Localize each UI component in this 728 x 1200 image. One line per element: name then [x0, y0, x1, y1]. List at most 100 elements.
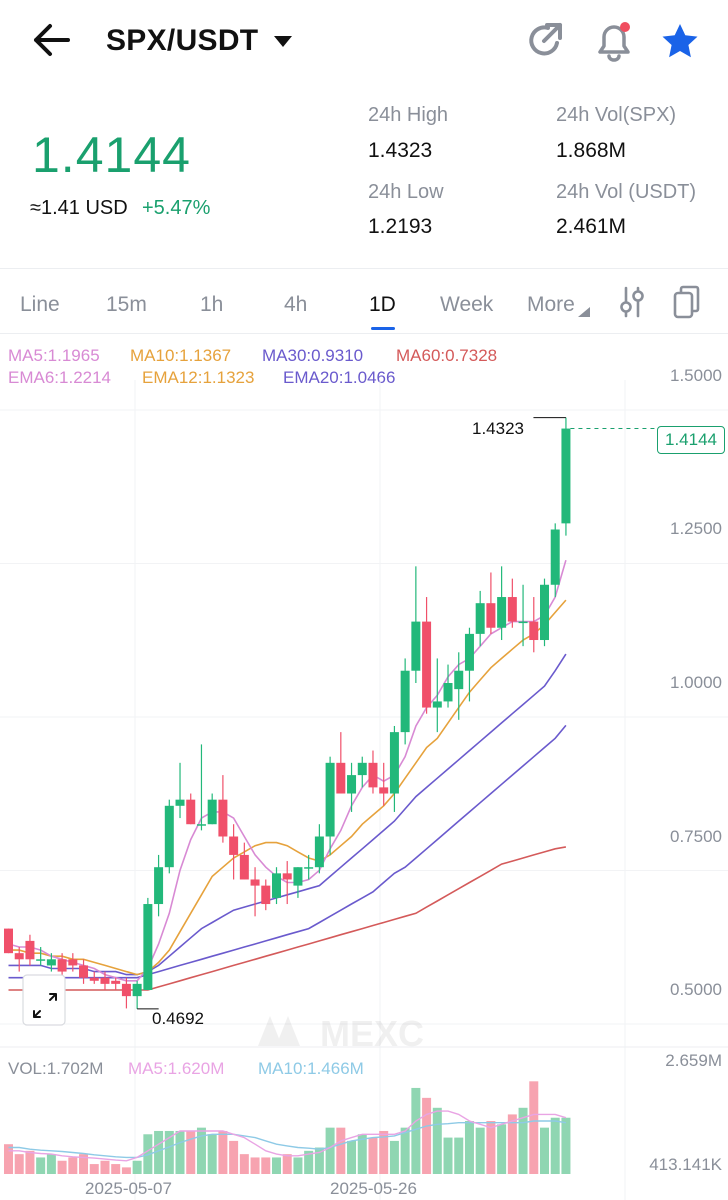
tab-15m[interactable]: 15m: [106, 293, 147, 316]
volume-bar: [443, 1137, 453, 1174]
candle: [475, 590, 485, 647]
candle: [218, 775, 228, 843]
candle-body: [175, 799, 185, 806]
candle-body: [379, 787, 389, 794]
candle: [497, 566, 507, 641]
stat-label-24h-low: 24h Low: [368, 181, 444, 203]
bell-icon[interactable]: [592, 18, 636, 62]
low-marker: 0.4692: [152, 1009, 204, 1028]
volume-bar: [261, 1157, 271, 1174]
volume-bar: [79, 1154, 89, 1174]
candle-body: [357, 762, 367, 776]
candle: [261, 879, 271, 911]
candle: [89, 971, 99, 984]
volume-bar: [379, 1130, 389, 1174]
candle-body: [507, 597, 517, 622]
candle-body: [486, 603, 496, 628]
candle-body: [325, 762, 335, 837]
candle: [379, 762, 389, 806]
last-price: 1.4144: [32, 127, 191, 183]
candle: [411, 566, 421, 683]
chevron-down-icon[interactable]: [274, 36, 292, 47]
candle: [282, 861, 292, 905]
volume-bar: [282, 1154, 292, 1174]
legend-ma30: MA30:0.9310: [262, 346, 364, 365]
volume-bar: [347, 1140, 357, 1174]
volume-bar: [464, 1121, 474, 1174]
legend-ema6: EMA6:1.2214: [8, 368, 112, 387]
tab-line[interactable]: Line: [20, 293, 60, 316]
watermark: MEXC: [258, 1013, 424, 1054]
candle-body: [497, 597, 507, 628]
tab-more[interactable]: More: [527, 293, 575, 316]
price-tick-4: 0.7500: [670, 827, 722, 846]
candle-body: [443, 683, 453, 702]
candle-body: [250, 879, 260, 886]
volume-bar: [486, 1121, 496, 1174]
volume-bar: [314, 1147, 324, 1174]
candle: [68, 953, 78, 972]
volume-bar: [25, 1150, 35, 1174]
copy-icon[interactable]: [672, 285, 702, 321]
candle: [100, 971, 110, 990]
candle-body: [454, 670, 464, 690]
volume-bar: [336, 1127, 346, 1174]
pair-title[interactable]: SPX/USDT: [106, 24, 259, 57]
active-tab-indicator: [371, 327, 395, 330]
volume-bar: [561, 1117, 571, 1174]
candle-body: [422, 621, 432, 708]
candle-body: [36, 959, 46, 961]
candle: [368, 750, 378, 794]
vol-axis-bottom: 413.141K: [649, 1155, 722, 1174]
price-chart[interactable]: MEXC: [0, 340, 728, 1200]
caret-down-icon[interactable]: [578, 307, 590, 317]
candle: [4, 928, 13, 954]
share-icon[interactable]: [524, 20, 566, 62]
interval-tabs: Line 15m 1h 4h 1D Week More: [0, 268, 728, 334]
volume-bar: [164, 1130, 174, 1174]
stat-value-24h-vol-spx: 1.868M: [556, 139, 627, 162]
candle-body: [229, 836, 239, 855]
candle-body: [68, 959, 78, 966]
candle: [164, 799, 174, 874]
tab-week[interactable]: Week: [440, 293, 494, 316]
candle-body: [186, 799, 196, 825]
volume-bar: [357, 1134, 367, 1174]
tab-1d[interactable]: 1D: [369, 293, 396, 316]
candle-body: [239, 854, 249, 880]
volume-bar: [304, 1150, 314, 1174]
candle: [304, 854, 314, 880]
stat-value-24h-low: 1.2193: [368, 215, 433, 238]
candle-body: [475, 603, 485, 634]
candle-body: [518, 621, 528, 624]
candle: [57, 953, 67, 978]
candle: [36, 947, 46, 966]
tab-1h[interactable]: 1h: [200, 293, 224, 316]
candle: [507, 578, 517, 628]
candle: [111, 977, 121, 990]
candle-body: [293, 867, 303, 886]
arrow-left-icon[interactable]: [28, 20, 76, 60]
tab-4h[interactable]: 4h: [284, 293, 308, 316]
candle-body: [132, 983, 142, 997]
candle-body: [154, 867, 164, 905]
volume-bar: [518, 1107, 528, 1174]
legend-ma5: MA5:1.1965: [8, 346, 100, 365]
volume-bar: [550, 1117, 560, 1174]
candle: [79, 959, 89, 984]
volume-bar: [229, 1140, 239, 1174]
candle-body: [4, 928, 13, 954]
star-icon[interactable]: [658, 20, 702, 64]
candle: [336, 732, 346, 794]
candle-body: [432, 701, 442, 708]
watermark-text: MEXC: [320, 1013, 424, 1054]
volume-bar: [529, 1081, 539, 1174]
indicator-settings-icon[interactable]: [616, 285, 648, 319]
candle-body: [196, 824, 206, 826]
expand-button[interactable]: [22, 974, 66, 1026]
price-tick-1: 1.5000: [670, 366, 722, 385]
volume-bar: [272, 1157, 281, 1174]
legend-ma10: MA10:1.1367: [130, 346, 232, 365]
vol-ma10-legend: MA10:1.466M: [258, 1059, 364, 1078]
candle: [464, 627, 474, 702]
